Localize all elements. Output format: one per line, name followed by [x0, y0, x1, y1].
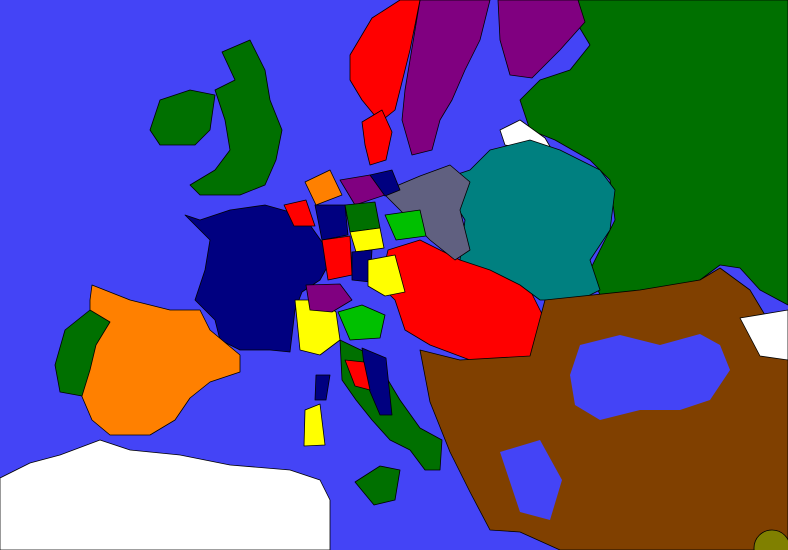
black-sea [570, 334, 730, 420]
norway-region [349, 0, 421, 123]
portugal-region [54, 309, 111, 397]
russia-region [519, 0, 788, 306]
russian-poland-region [439, 139, 616, 301]
denmark-region [361, 109, 393, 166]
sicily-region [354, 465, 401, 506]
sardinia-region [303, 403, 326, 447]
belgium-region [283, 199, 316, 227]
ireland-region [149, 89, 216, 146]
aegean-sea [500, 440, 562, 520]
mecklenburg-region [369, 169, 401, 197]
lombardy-region [337, 304, 386, 341]
switzerland-region [305, 283, 353, 313]
finland-region [497, 0, 586, 79]
tuscany-region [344, 359, 371, 391]
bavaria-region [367, 254, 406, 297]
caucasus-white-land [739, 309, 788, 361]
saxony-region [384, 209, 427, 241]
hesse-region [344, 201, 381, 233]
rhineland-region [314, 204, 349, 241]
sweden-region [401, 0, 491, 156]
great-britain-region [189, 39, 283, 196]
netherlands-region [304, 169, 343, 206]
corsica-region [314, 374, 331, 401]
north-africa-land [0, 439, 331, 550]
thuringia-region [349, 227, 385, 253]
olive-region [753, 529, 788, 550]
